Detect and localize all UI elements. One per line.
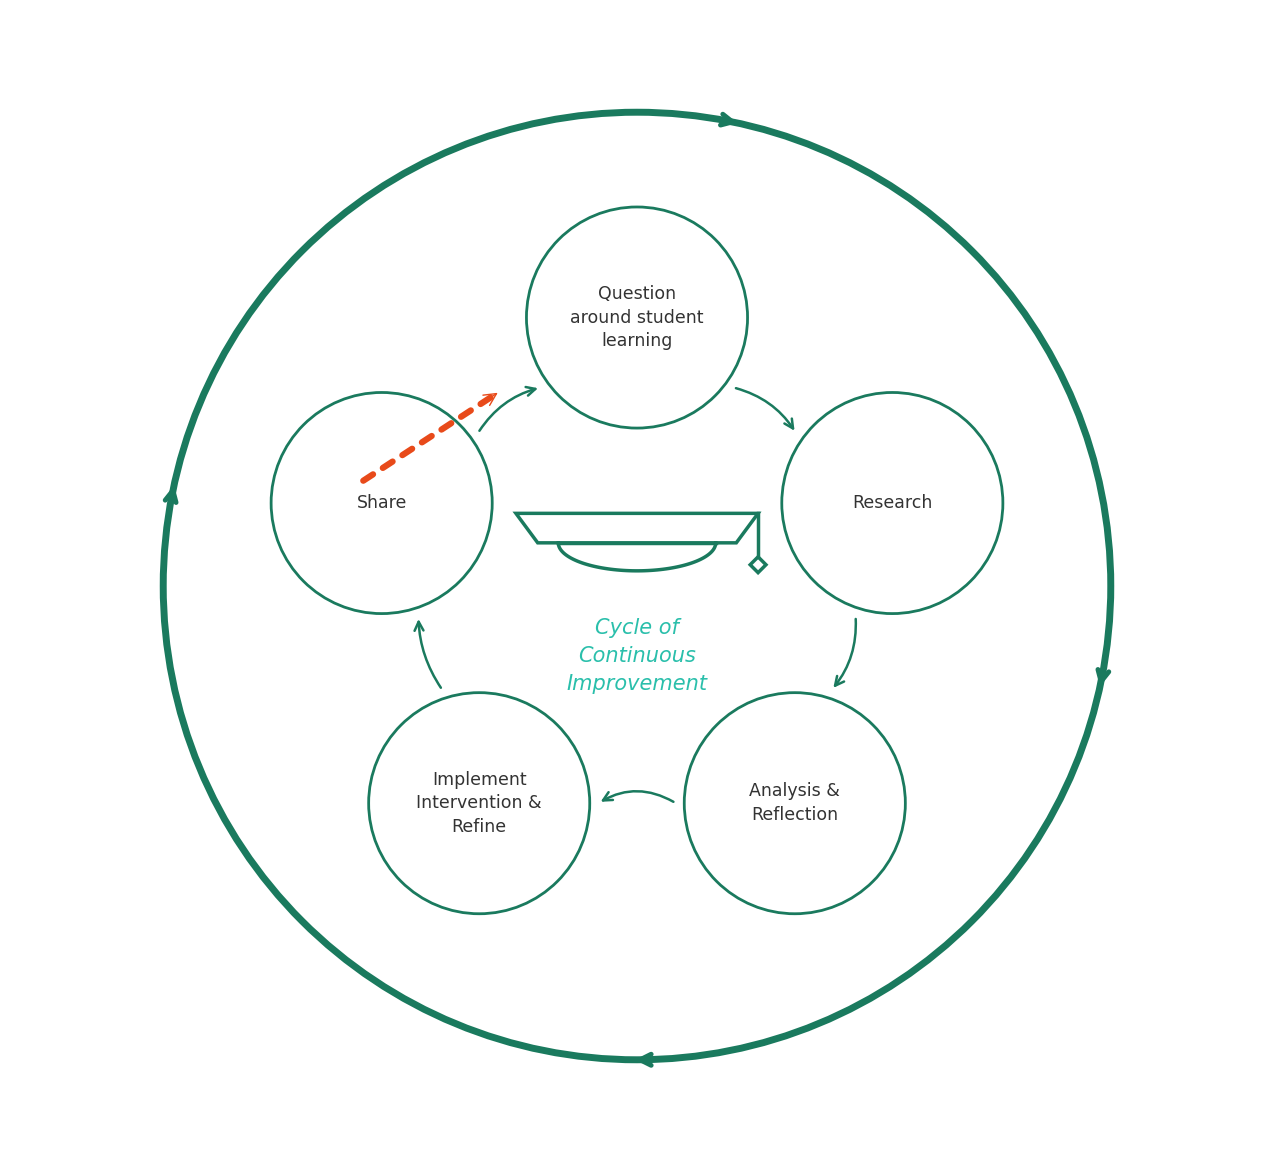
FancyArrowPatch shape [637,1055,651,1065]
Text: Share: Share [357,495,406,512]
FancyArrowPatch shape [414,622,441,688]
FancyArrowPatch shape [166,486,176,503]
Text: Question
around student
learning: Question around student learning [571,285,703,350]
Text: Implement
Intervention &
Refine: Implement Intervention & Refine [417,771,541,836]
Text: Research: Research [852,495,933,512]
FancyArrowPatch shape [483,394,497,406]
Text: Cycle of
Continuous
Improvement: Cycle of Continuous Improvement [567,618,707,694]
FancyArrowPatch shape [736,388,792,429]
FancyArrowPatch shape [1098,669,1108,686]
FancyArrowPatch shape [834,619,856,686]
Text: Analysis &
Reflection: Analysis & Reflection [749,783,841,824]
FancyArrowPatch shape [479,387,535,431]
FancyArrowPatch shape [603,791,674,802]
FancyArrowPatch shape [721,114,736,125]
